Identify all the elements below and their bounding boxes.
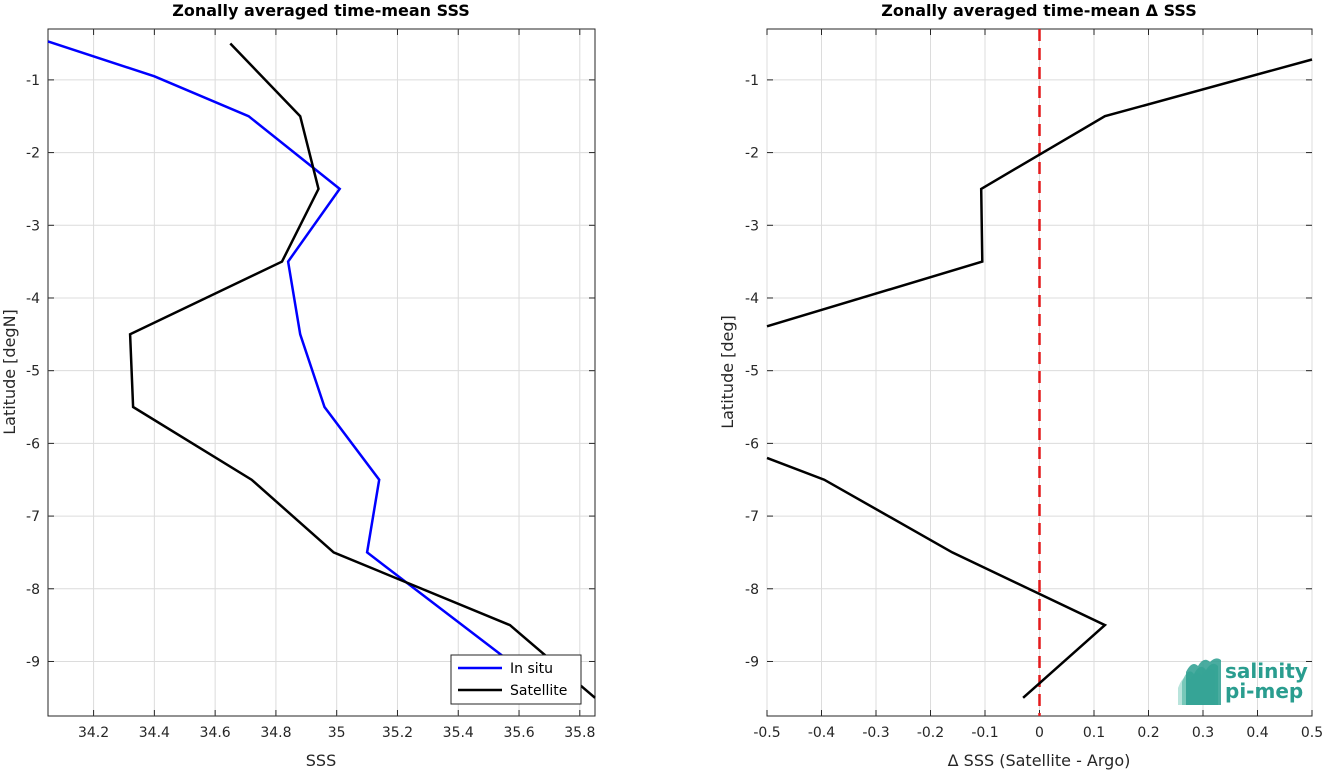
right-grid [766, 29, 1313, 716]
x-tick-label: 35.4 [443, 725, 474, 741]
x-tick-label: 0.5 [1301, 725, 1323, 741]
y-tick-label: -9 [745, 654, 759, 670]
x-tick-label: 0 [1035, 725, 1044, 741]
x-tick-label: 34.2 [78, 725, 109, 741]
left-grid [48, 29, 595, 716]
x-tick-label: 35.8 [564, 725, 595, 741]
left-panel: 34.2 34.4 34.6 34.8 35 35.2 35.4 35.6 35.8 -1 -2 -3… [0, 1, 596, 770]
logo-wave-icon [1178, 658, 1221, 705]
delta-sss-series-line [766, 456, 1108, 699]
x-tick-label: 0.3 [1192, 725, 1214, 741]
right-x-axis-label: Δ SSS (Satellite - Argo) [948, 751, 1131, 770]
legend-in-situ-label: In situ [510, 661, 553, 677]
logo-line1: salinity [1225, 659, 1308, 683]
right-chart-title: Zonally averaged time-mean Δ SSS [881, 1, 1197, 20]
x-tick-label: 34.4 [139, 725, 170, 741]
x-tick-label: 0.4 [1246, 725, 1268, 741]
legend-satellite-label: Satellite [510, 683, 567, 699]
right-y-axis-label: Latitude [deg] [718, 315, 737, 429]
left-axes-box [47, 28, 596, 717]
legend-box [450, 654, 582, 705]
y-tick-label: -6 [745, 436, 759, 452]
y-tick-label: -7 [745, 509, 759, 525]
y-tick-label: -1 [26, 73, 40, 89]
y-tick-label: -5 [26, 364, 40, 380]
y-tick-label: -9 [26, 654, 40, 670]
x-tick-label: 34.8 [260, 725, 291, 741]
x-tick-label: -0.5 [753, 725, 780, 741]
y-tick-label: -8 [745, 582, 759, 598]
right-ticks: -0.5 -0.4 -0.3 -0.2 -0.1 0 0.1 0.2 0.3 0.4 0.5 -1 -2… [745, 29, 1323, 741]
y-tick-label: -6 [26, 436, 40, 452]
x-tick-label: 35 [328, 725, 346, 741]
y-tick-label: -3 [26, 218, 40, 234]
legend: In situ Satellite [450, 654, 582, 705]
x-tick-label: 0.2 [1137, 725, 1159, 741]
y-tick-label: -5 [745, 364, 759, 380]
x-tick-label: 35.2 [382, 725, 413, 741]
left-y-axis-label: Latitude [degN] [0, 309, 19, 435]
x-tick-label: -0.2 [917, 725, 944, 741]
salinity-pi-mep-logo: salinity pi-mep [1178, 658, 1308, 705]
y-tick-label: -2 [26, 146, 40, 162]
y-tick-label: -7 [26, 509, 40, 525]
y-tick-label: -4 [26, 291, 40, 307]
y-tick-label: -1 [745, 73, 759, 89]
x-tick-label: -0.1 [971, 725, 998, 741]
in-situ-series-line [47, 40, 550, 678]
right-panel: -0.5 -0.4 -0.3 -0.2 -0.1 0 0.1 0.2 0.3 0.4 0.5 -1 -2… [718, 1, 1323, 770]
logo-line2: pi-mep [1225, 679, 1303, 703]
left-series [47, 40, 596, 699]
x-tick-label: 0.1 [1083, 725, 1105, 741]
x-tick-label: 34.6 [200, 725, 231, 741]
satellite-series-line [128, 42, 596, 699]
y-tick-label: -8 [26, 582, 40, 598]
x-tick-label: -0.3 [862, 725, 889, 741]
x-tick-label: -0.4 [808, 725, 835, 741]
x-tick-label: 35.6 [503, 725, 534, 741]
right-series [766, 29, 1313, 716]
left-ticks: 34.2 34.4 34.6 34.8 35 35.2 35.4 35.6 35.8 -1 -2 -3… [26, 29, 595, 741]
y-tick-label: -4 [745, 291, 759, 307]
y-tick-label: -2 [745, 146, 759, 162]
y-tick-label: -3 [745, 218, 759, 234]
delta-sss-series-line [766, 58, 1313, 328]
left-chart-title: Zonally averaged time-mean SSS [172, 1, 470, 20]
left-x-axis-label: SSS [306, 751, 336, 770]
